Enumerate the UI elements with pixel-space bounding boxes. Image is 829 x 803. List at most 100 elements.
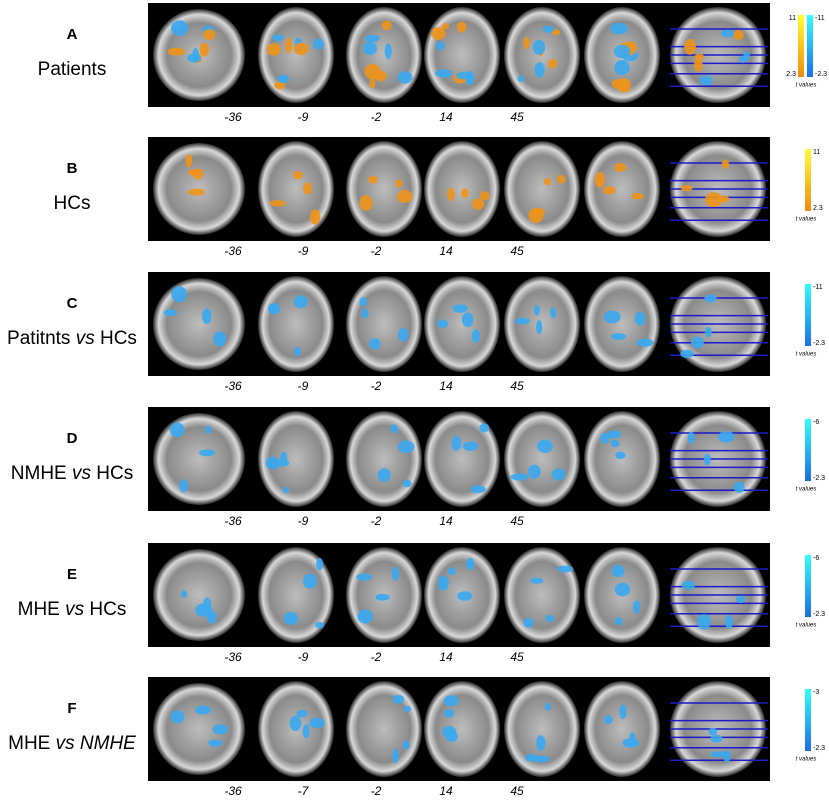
activation-blob [390, 424, 398, 434]
slice-label: 14 [439, 244, 453, 258]
slice-label: 14 [439, 784, 453, 798]
activation-blob [309, 209, 321, 225]
activation-blob [461, 312, 474, 328]
slice-label: -9 [298, 110, 309, 124]
title-part: Patients [38, 59, 107, 80]
slice-label: -36 [224, 784, 242, 798]
activation-blob [594, 171, 605, 188]
panel-title: Patitnts vs HCs [7, 328, 137, 349]
activation-blob [479, 423, 490, 433]
activation-blob [392, 748, 399, 764]
activation-blob [705, 192, 723, 208]
activation-blob [614, 617, 623, 626]
activation-blob [316, 557, 324, 571]
activation-blob [462, 441, 479, 451]
activation-blob [614, 582, 631, 597]
brain-slice [584, 141, 660, 237]
title-part: MHE [8, 733, 56, 754]
activation-blob [533, 208, 546, 216]
activation-blob [510, 473, 529, 481]
activation-blob [303, 573, 318, 589]
activation-blob [199, 42, 210, 57]
activation-blob [361, 308, 369, 319]
brain-slice [153, 413, 245, 505]
activation-blob [443, 708, 455, 718]
activation-blob [543, 178, 551, 186]
activation-blob [723, 750, 731, 763]
activation-blob [471, 329, 481, 343]
colorbar-max: 11 [789, 15, 796, 22]
activation-blob [617, 78, 632, 93]
activation-blob [437, 319, 449, 328]
brain-slice [424, 276, 500, 372]
activation-blob [402, 479, 412, 488]
activation-blob [272, 34, 284, 42]
activation-blob [471, 198, 485, 210]
activation-blob [704, 294, 717, 303]
panel-title: NMHE vs HCs [11, 463, 133, 484]
activation-blob [556, 175, 566, 184]
activation-blob [435, 68, 452, 78]
activation-blob [187, 53, 202, 63]
activation-blob [466, 557, 475, 571]
slice-label: 14 [439, 379, 453, 393]
activation-blob [431, 26, 446, 40]
activation-blob [359, 297, 368, 307]
activation-blob [377, 468, 391, 482]
activation-blob [392, 694, 405, 704]
activation-blob [680, 349, 694, 359]
slice-label: 45 [510, 244, 524, 258]
activation-blob [633, 600, 641, 614]
activation-blob [530, 577, 544, 584]
title-part: Patitnts [7, 328, 76, 349]
brain-slice [346, 411, 422, 507]
activation-blob [610, 333, 627, 340]
panel-letter: F [67, 700, 76, 717]
activation-blob [694, 53, 705, 60]
activation-blob [724, 615, 734, 629]
activation-blob [283, 611, 299, 625]
activation-blob [169, 422, 185, 438]
title-part: NMHE [11, 463, 72, 484]
brain-slice [258, 276, 334, 372]
activation-blob [364, 34, 380, 43]
colorbar-min: -2.3 [815, 71, 827, 78]
title-part: HCs [95, 328, 137, 349]
title-part: vs [76, 328, 96, 349]
activation-blob [614, 60, 630, 76]
activation-blob [293, 346, 301, 357]
activation-blob [710, 751, 728, 758]
activation-blob [292, 171, 303, 180]
slice-label: -2 [371, 650, 382, 664]
activation-blob [442, 23, 450, 30]
activation-blob [703, 453, 711, 466]
activation-blob [452, 304, 468, 313]
activation-blob [687, 431, 695, 444]
brain-slice [504, 547, 580, 643]
slice-label: 14 [439, 110, 453, 124]
slice-label: 45 [510, 110, 524, 124]
activation-blob [212, 724, 229, 735]
activation-blob [699, 75, 713, 86]
slice-label: -36 [224, 110, 242, 124]
activation-blob [443, 695, 459, 707]
activation-blob [615, 451, 626, 460]
activation-blob [195, 603, 212, 617]
activation-blob [455, 71, 472, 80]
activation-blob [457, 21, 467, 33]
panel-letter: D [67, 430, 78, 447]
activation-blob [369, 78, 376, 89]
slice-label: 45 [510, 514, 524, 528]
activation-blob [528, 464, 541, 479]
activation-blob [548, 58, 558, 69]
activation-blob [368, 176, 378, 184]
activation-blob [720, 29, 735, 38]
activation-blob [375, 593, 390, 601]
slice-label: -9 [298, 650, 309, 664]
activation-blob [362, 41, 378, 56]
title-part: HCs [84, 599, 126, 620]
activation-blob [534, 62, 545, 78]
slice-label: -2 [371, 379, 382, 393]
activation-blob [684, 38, 696, 55]
colorbar-min: -2.3 [813, 611, 825, 618]
